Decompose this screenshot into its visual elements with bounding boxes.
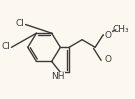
Text: Cl: Cl (1, 42, 10, 51)
Text: O: O (105, 31, 112, 40)
Text: Cl: Cl (15, 19, 24, 28)
Text: O: O (105, 55, 112, 64)
Text: NH: NH (51, 72, 65, 81)
Text: CH₃: CH₃ (113, 25, 130, 34)
